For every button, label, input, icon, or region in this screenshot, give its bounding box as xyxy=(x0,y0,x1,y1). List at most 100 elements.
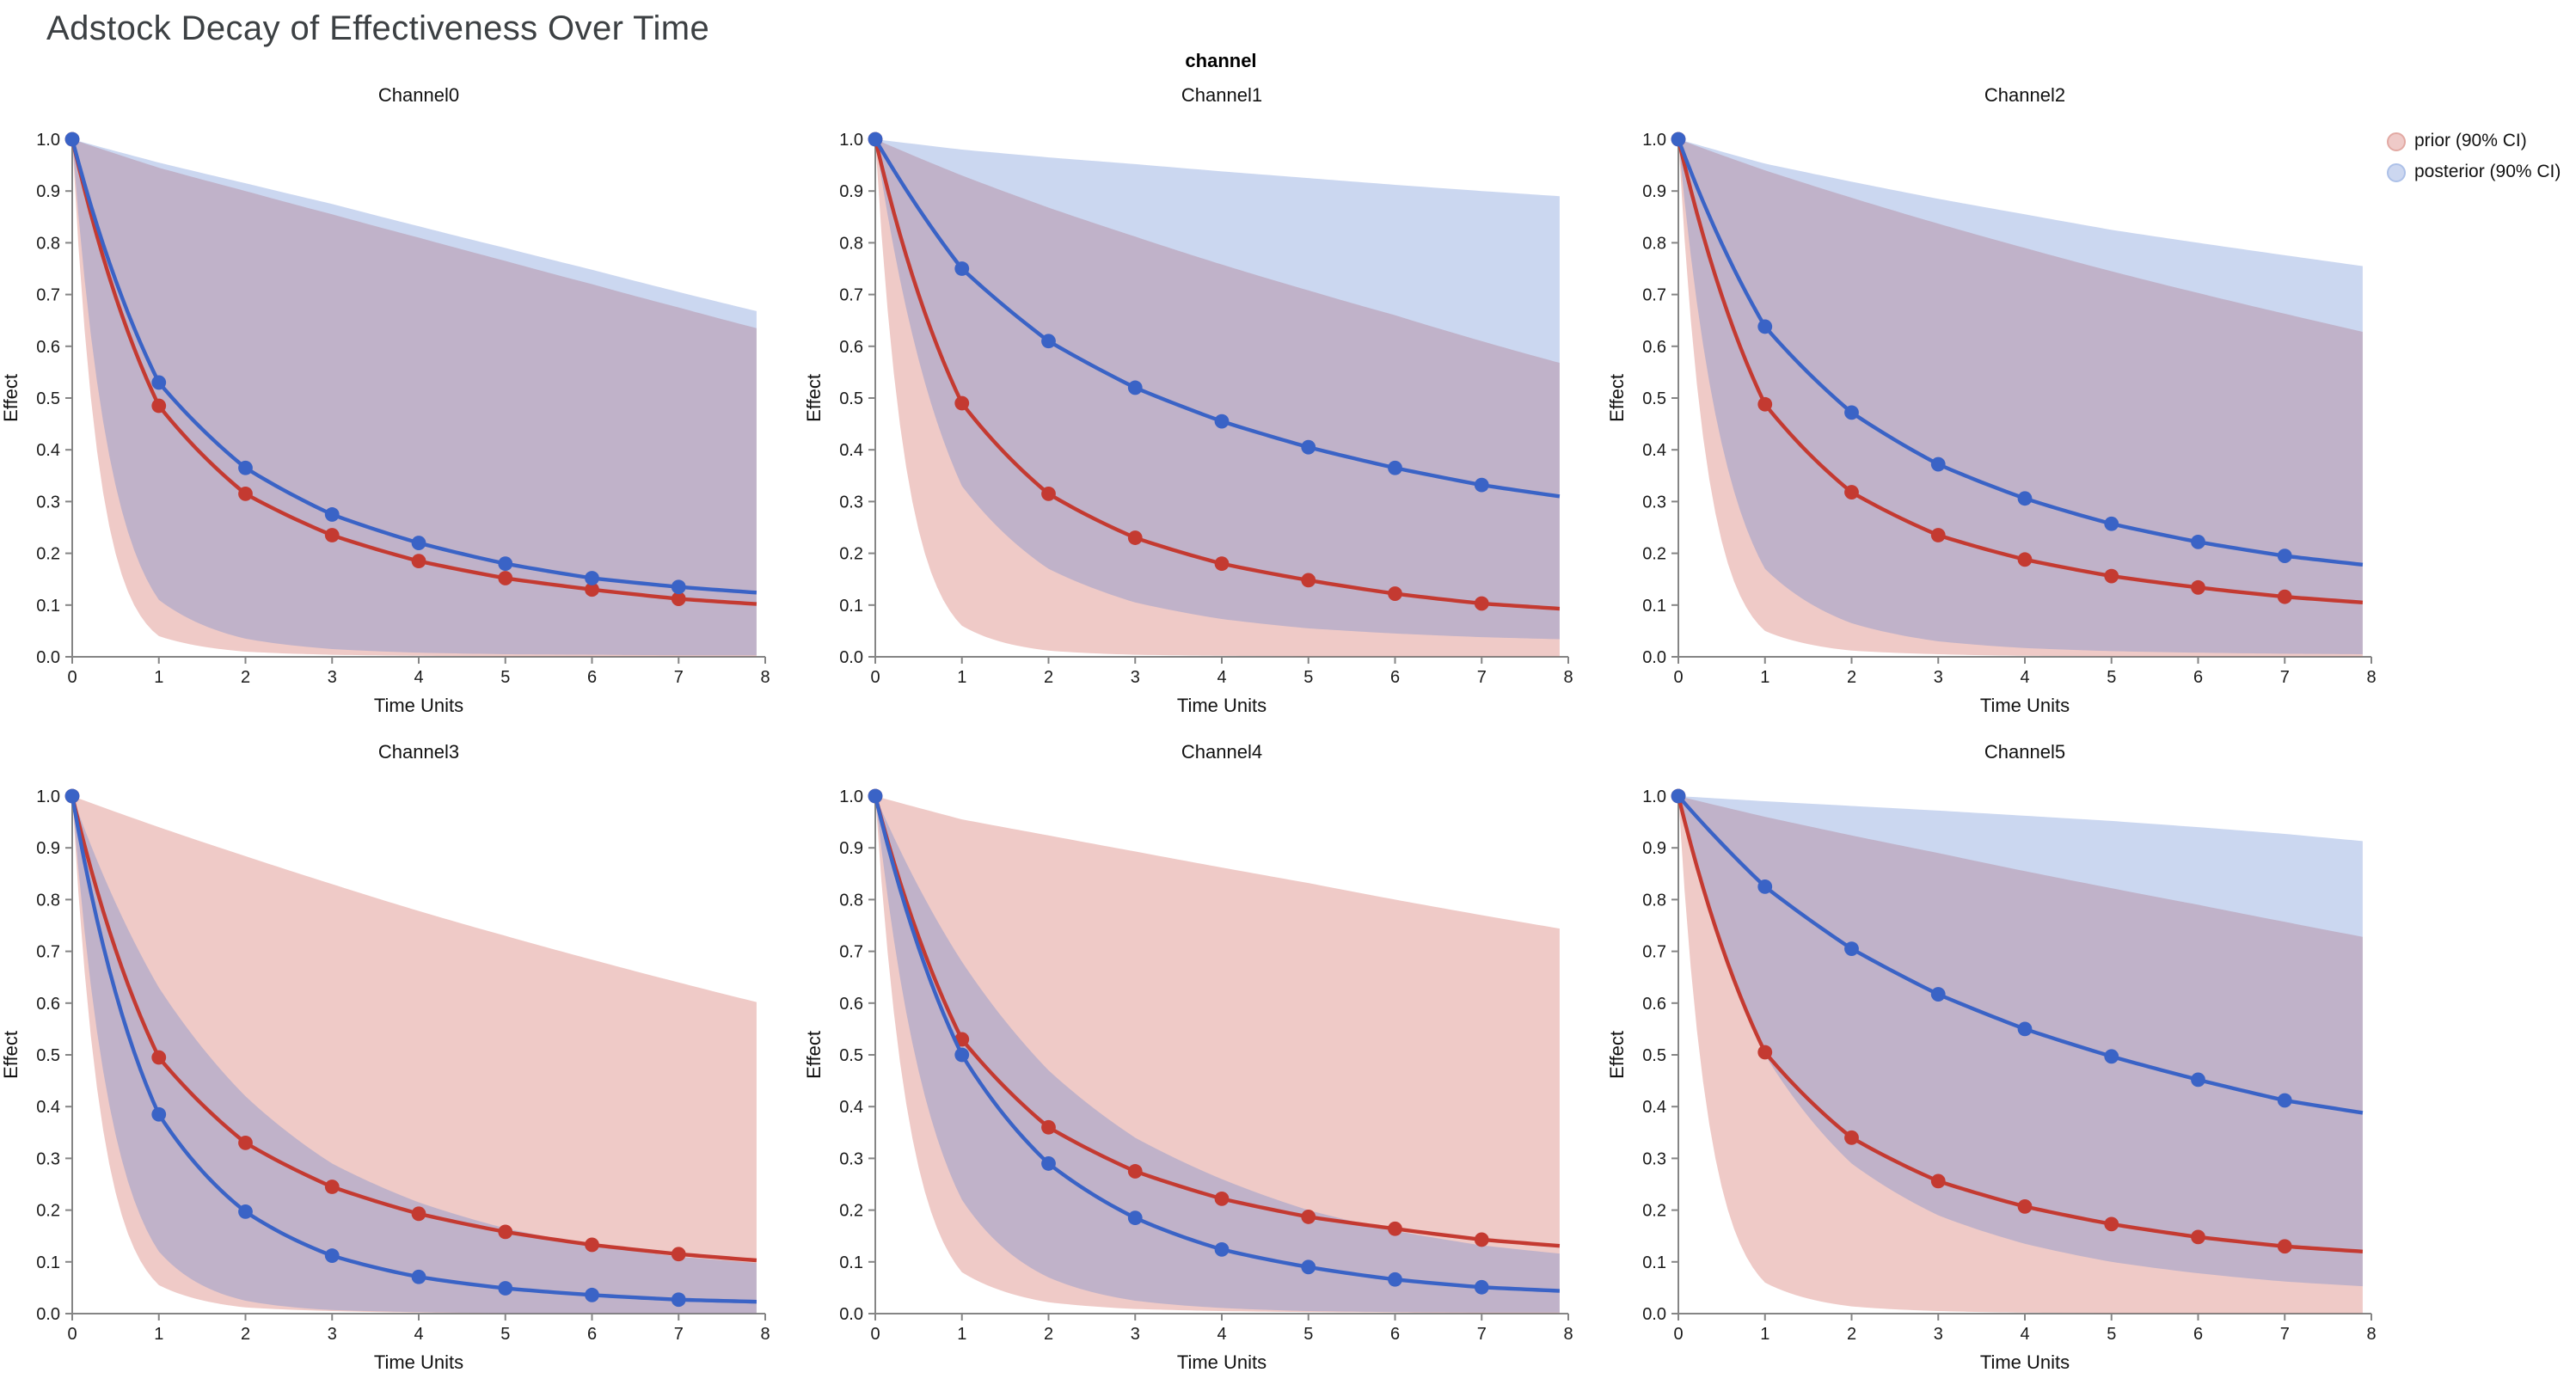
y-tick-label: 0.7 xyxy=(36,286,60,305)
chart-svg: 0 1 2 3 4 5 6 7 8 0.0 0.1 0.2 0.3 0.4 0.5 0.6 0.7 0.8 0.9 1… xyxy=(1606,84,2377,716)
prior-point xyxy=(2191,1229,2205,1245)
posterior-point xyxy=(1301,439,1316,455)
y-tick-label: 1.0 xyxy=(839,787,863,806)
x-axis-title: Time Units xyxy=(1980,1351,2070,1373)
prior-ci-band xyxy=(1678,139,2363,657)
x-tick-label: 5 xyxy=(1303,668,1313,687)
x-tick-label: 3 xyxy=(328,668,337,687)
posterior-point xyxy=(954,1047,970,1063)
y-tick-label: 0.1 xyxy=(839,1253,863,1272)
y-axis-title: Effect xyxy=(1606,374,1628,422)
prior-point xyxy=(1930,1173,1946,1189)
x-tick-label: 4 xyxy=(1217,1325,1226,1344)
prior-ci-swatch-icon xyxy=(2387,132,2406,150)
subplot-title: Channel2 xyxy=(1984,84,2065,106)
y-tick-label: 0.4 xyxy=(36,441,60,460)
y-tick-label: 0.3 xyxy=(36,493,60,512)
prior-point xyxy=(498,1224,513,1240)
posterior-point xyxy=(2191,1072,2205,1088)
y-tick-label: 0.0 xyxy=(839,1305,863,1324)
y-tick-label: 0.8 xyxy=(839,891,863,910)
x-tick-label: 5 xyxy=(1303,1325,1313,1344)
y-tick-label: 0.8 xyxy=(1642,891,1666,910)
x-tick-label: 1 xyxy=(957,668,966,687)
prior-point xyxy=(1844,485,1859,499)
prior-point xyxy=(2277,1239,2292,1254)
y-tick-label: 0.5 xyxy=(1642,1046,1666,1065)
prior-ci-band xyxy=(72,139,757,657)
prior-point xyxy=(1214,556,1230,572)
y-tick-label: 0.6 xyxy=(1642,995,1666,1014)
chart-svg: 0 1 2 3 4 5 6 7 8 0.0 0.1 0.2 0.3 0.4 0.5 0.6 0.7 0.8 0.9 1… xyxy=(0,741,770,1373)
y-axis-title: Effect xyxy=(0,374,21,422)
prior-point xyxy=(238,1135,253,1150)
posterior-point xyxy=(498,556,513,572)
subplot-channel4: 0 1 2 3 4 5 6 7 8 0.0 0.1 0.2 0.3 0.4 0.5 0.6 0.7 0.8 0.9 1… xyxy=(803,734,1594,1382)
y-tick-label: 0.0 xyxy=(36,648,60,667)
x-tick-label: 5 xyxy=(2107,668,2116,687)
x-tick-label: 8 xyxy=(760,1325,770,1344)
x-tick-label: 8 xyxy=(2366,668,2376,687)
chart-svg: 0 1 2 3 4 5 6 7 8 0.0 0.1 0.2 0.3 0.4 0.5 0.6 0.7 0.8 0.9 1… xyxy=(0,84,770,716)
y-tick-label: 0.0 xyxy=(1642,648,1666,667)
prior-point xyxy=(1757,396,1773,412)
x-tick-label: 6 xyxy=(1390,668,1400,687)
y-tick-label: 0.7 xyxy=(839,943,863,962)
y-tick-label: 0.0 xyxy=(839,648,863,667)
subplot-channel1: 0 1 2 3 4 5 6 7 8 0.0 0.1 0.2 0.3 0.4 0.5 0.6 0.7 0.8 0.9 1… xyxy=(803,77,1594,726)
posterior-point xyxy=(1930,457,1946,472)
x-tick-label: 1 xyxy=(957,1325,966,1344)
posterior-point xyxy=(1930,987,1946,1002)
posterior-point xyxy=(324,507,340,522)
posterior-point xyxy=(2017,1021,2033,1037)
y-tick-label: 0.4 xyxy=(839,441,863,460)
prior-point xyxy=(1041,1119,1056,1135)
x-tick-label: 2 xyxy=(1044,1325,1053,1344)
prior-point xyxy=(1474,1232,1489,1247)
x-tick-label: 0 xyxy=(870,668,880,687)
y-tick-label: 0.4 xyxy=(1642,441,1666,460)
subplot-channel3: 0 1 2 3 4 5 6 7 8 0.0 0.1 0.2 0.3 0.4 0.5 0.6 0.7 0.8 0.9 1… xyxy=(0,734,791,1382)
prior-point xyxy=(585,1237,599,1253)
posterior-point xyxy=(2104,516,2119,531)
x-tick-label: 8 xyxy=(2366,1325,2376,1344)
y-tick-label: 0.2 xyxy=(839,1202,863,1221)
prior-point xyxy=(1041,486,1056,501)
y-tick-label: 0.9 xyxy=(839,839,863,858)
y-tick-label: 0.8 xyxy=(1642,234,1666,253)
x-tick-label: 7 xyxy=(2280,668,2290,687)
prior-point xyxy=(2104,1216,2119,1232)
posterior-ci-band xyxy=(875,796,1560,1313)
posterior-point xyxy=(2277,548,2292,564)
x-tick-label: 1 xyxy=(154,668,163,687)
y-tick-label: 0.6 xyxy=(1642,338,1666,357)
prior-point xyxy=(151,398,167,414)
y-axis-title: Effect xyxy=(803,1031,825,1079)
posterior-point xyxy=(671,579,686,595)
posterior-point xyxy=(2191,534,2205,549)
posterior-point xyxy=(585,1287,599,1302)
facet-header: channel xyxy=(1185,52,1257,72)
x-tick-label: 3 xyxy=(1934,668,1943,687)
x-tick-label: 8 xyxy=(1563,668,1573,687)
y-tick-label: 0.7 xyxy=(1642,286,1666,305)
posterior-ci-band xyxy=(875,139,1560,640)
prior-ci-band xyxy=(72,796,757,1314)
posterior-point xyxy=(1127,1210,1143,1226)
prior-point xyxy=(324,1180,340,1194)
prior-point xyxy=(1844,1130,1859,1145)
prior-point xyxy=(2191,579,2205,595)
prior-point xyxy=(238,486,253,501)
posterior-point xyxy=(151,375,167,390)
x-tick-label: 0 xyxy=(1673,668,1683,687)
x-tick-label: 3 xyxy=(1131,1325,1140,1344)
legend-label-prior: prior (90% CI) xyxy=(2414,131,2527,151)
y-tick-label: 0.7 xyxy=(1642,943,1666,962)
y-tick-label: 0.3 xyxy=(36,1149,60,1168)
x-axis-title: Time Units xyxy=(1177,695,1267,716)
y-tick-label: 0.8 xyxy=(839,234,863,253)
prior-point xyxy=(411,1206,426,1222)
posterior-point xyxy=(1474,1279,1489,1295)
subplot-title: Channel4 xyxy=(1181,741,1262,763)
posterior-ci-band xyxy=(1678,796,2363,1287)
